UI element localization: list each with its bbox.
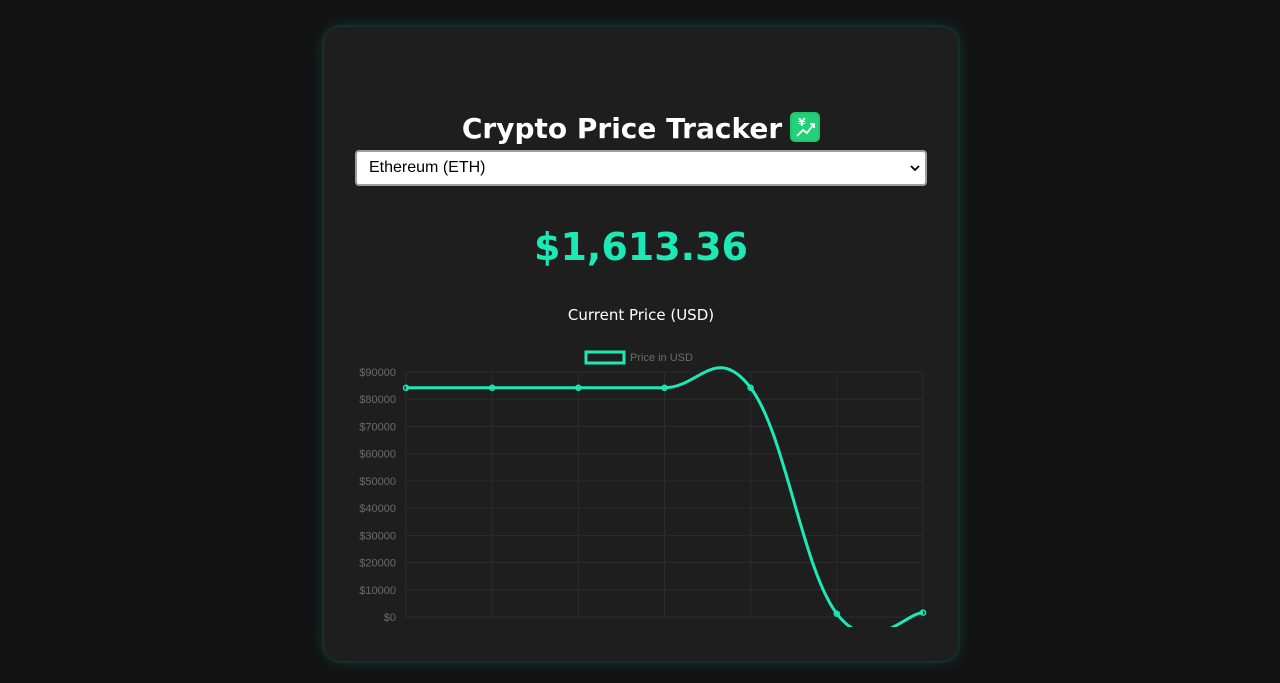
legend-swatch <box>584 350 626 365</box>
price-line-chart: $0 $10000 $20000 $30000 $40000 $50000 $60000 $7… <box>359 350 927 627</box>
y-tick-label: $20000 <box>359 558 396 570</box>
y-tick-label: $80000 <box>359 394 396 406</box>
y-tick-label: $60000 <box>359 449 396 461</box>
chevron-down-icon <box>910 165 920 172</box>
coin-select-value: Ethereum (ETH) <box>369 159 486 176</box>
chart-increasing-with-yen-icon: ¥ <box>790 112 821 142</box>
y-tick-label: $10000 <box>359 585 396 597</box>
data-point <box>661 384 668 392</box>
y-tick-label: $0 <box>384 612 396 624</box>
y-tick-label: $70000 <box>359 421 396 433</box>
y-tick-label: $30000 <box>359 530 396 542</box>
page-title-text: Crypto Price Tracker <box>461 112 783 145</box>
y-tick-label: $40000 <box>359 503 396 515</box>
y-tick-label: $50000 <box>359 476 396 488</box>
svg-text:¥: ¥ <box>798 116 806 129</box>
data-point <box>575 384 582 392</box>
data-point <box>919 609 927 616</box>
data-point <box>833 610 841 617</box>
chart-subtitle: Current Price (USD) <box>567 306 715 324</box>
coin-select[interactable]: Ethereum (ETH) <box>355 150 927 186</box>
current-price: $1,613.36 <box>534 225 748 269</box>
data-point <box>488 384 496 392</box>
y-tick-label: $90000 <box>359 367 396 379</box>
legend-label: Price in USD <box>630 352 693 364</box>
page-title: Crypto Price Tracker ¥ <box>324 107 958 151</box>
tracker-card: Crypto Price Tracker ¥ Ethereum (ETH) $1… <box>324 27 958 661</box>
series-line <box>405 366 924 627</box>
data-point <box>747 384 754 392</box>
data-point <box>402 384 410 392</box>
